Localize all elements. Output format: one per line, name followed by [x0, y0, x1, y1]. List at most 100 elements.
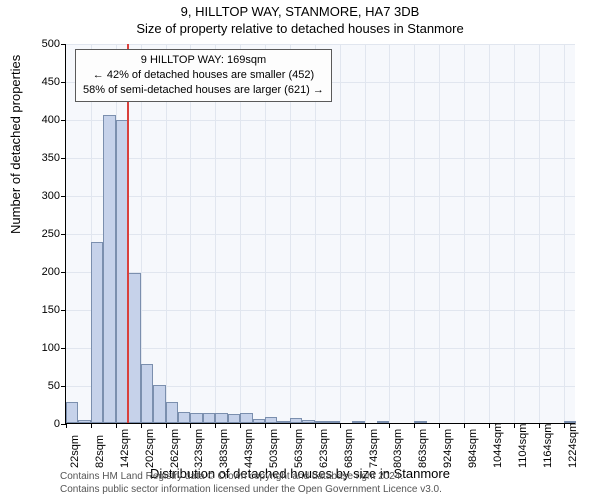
histogram-bar [377, 421, 389, 423]
x-tick-label: 924sqm [442, 429, 454, 468]
histogram-bar [203, 413, 215, 423]
footer-line-1: Contains HM Land Registry data © Crown c… [60, 471, 442, 484]
h-gridline [66, 272, 575, 273]
v-gridline [464, 44, 465, 423]
v-gridline [414, 44, 415, 423]
x-tick-label: 383sqm [218, 429, 230, 468]
x-tick-mark [539, 423, 540, 428]
annotation-box: 9 HILLTOP WAY: 169sqm ← 42% of detached … [75, 49, 332, 102]
x-tick-label: 984sqm [467, 429, 479, 468]
chart-sub-title: Size of property relative to detached ho… [0, 21, 600, 36]
histogram-bar [66, 402, 78, 423]
x-tick-mark [166, 423, 167, 428]
y-tick-mark [61, 386, 66, 387]
x-tick-label: 563sqm [293, 429, 305, 468]
histogram-bar [141, 364, 153, 423]
histogram-bar [302, 420, 314, 423]
chart-super-title: 9, HILLTOP WAY, STANMORE, HA7 3DB [0, 4, 600, 19]
y-tick-label: 100 [20, 342, 60, 354]
h-gridline [66, 348, 575, 349]
x-tick-mark [414, 423, 415, 428]
histogram-bar [153, 385, 165, 423]
footer-line-2: Contains public sector information licen… [60, 484, 442, 497]
histogram-bar [290, 418, 302, 423]
y-tick-label: 200 [20, 266, 60, 278]
h-gridline [66, 158, 575, 159]
histogram-bar [103, 115, 115, 423]
histogram-bar [91, 242, 103, 423]
v-gridline [439, 44, 440, 423]
x-tick-mark [91, 423, 92, 428]
y-tick-label: 350 [20, 152, 60, 164]
histogram-bar [215, 413, 227, 423]
x-tick-label: 82sqm [94, 435, 106, 468]
x-tick-label: 22sqm [69, 435, 81, 468]
chart-container: 9, HILLTOP WAY, STANMORE, HA7 3DB Size o… [0, 0, 600, 500]
y-tick-label: 50 [20, 380, 60, 392]
y-tick-label: 0 [20, 418, 60, 430]
h-gridline [66, 120, 575, 121]
y-tick-mark [61, 310, 66, 311]
x-tick-mark [190, 423, 191, 428]
histogram-bar [277, 421, 289, 423]
y-tick-mark [61, 82, 66, 83]
y-tick-mark [61, 158, 66, 159]
x-tick-mark [464, 423, 465, 428]
x-tick-label: 683sqm [343, 429, 355, 468]
x-tick-label: 142sqm [119, 429, 131, 468]
x-tick-label: 1224sqm [567, 423, 579, 468]
histogram-bar [315, 421, 327, 423]
v-gridline [564, 44, 565, 423]
annotation-line-1: 9 HILLTOP WAY: 169sqm [83, 53, 324, 68]
histogram-bar [178, 412, 190, 423]
histogram-bar [128, 273, 140, 423]
v-gridline [489, 44, 490, 423]
x-tick-label: 202sqm [144, 429, 156, 468]
y-tick-label: 250 [20, 228, 60, 240]
y-tick-label: 150 [20, 304, 60, 316]
x-tick-mark [389, 423, 390, 428]
x-tick-mark [265, 423, 266, 428]
x-tick-label: 1044sqm [492, 423, 504, 468]
x-tick-mark [215, 423, 216, 428]
histogram-bar [352, 421, 364, 423]
y-tick-mark [61, 234, 66, 235]
h-gridline [66, 310, 575, 311]
h-gridline [66, 234, 575, 235]
v-gridline [539, 44, 540, 423]
x-tick-mark [116, 423, 117, 428]
y-tick-mark [61, 44, 66, 45]
h-gridline [66, 196, 575, 197]
x-tick-label: 503sqm [268, 429, 280, 468]
title-block: 9, HILLTOP WAY, STANMORE, HA7 3DB Size o… [0, 4, 600, 36]
histogram-bar [190, 413, 202, 423]
footer-attribution: Contains HM Land Registry data © Crown c… [60, 471, 442, 496]
x-tick-mark [240, 423, 241, 428]
histogram-bar [228, 414, 240, 423]
x-tick-label: 323sqm [193, 429, 205, 468]
histogram-bar [327, 421, 339, 423]
histogram-bar [166, 402, 178, 423]
x-tick-mark [564, 423, 565, 428]
x-tick-mark [489, 423, 490, 428]
x-tick-label: 743sqm [368, 429, 380, 468]
annotation-line-2: ← 42% of detached houses are smaller (45… [83, 68, 324, 83]
x-tick-label: 623sqm [318, 429, 330, 468]
x-tick-mark [315, 423, 316, 428]
histogram-bar [78, 420, 90, 423]
v-gridline [365, 44, 366, 423]
y-tick-mark [61, 196, 66, 197]
x-tick-label: 443sqm [243, 429, 255, 468]
annotation-line-3: 58% of semi-detached houses are larger (… [83, 83, 324, 98]
h-gridline [66, 44, 575, 45]
histogram-bar [414, 421, 426, 423]
x-tick-label: 262sqm [169, 429, 181, 468]
histogram-bar [265, 417, 277, 423]
x-tick-mark [514, 423, 515, 428]
x-tick-label: 1164sqm [542, 424, 554, 468]
v-gridline [389, 44, 390, 423]
y-tick-label: 500 [20, 38, 60, 50]
x-tick-mark [340, 423, 341, 428]
x-tick-mark [365, 423, 366, 428]
histogram-bar [240, 413, 252, 423]
